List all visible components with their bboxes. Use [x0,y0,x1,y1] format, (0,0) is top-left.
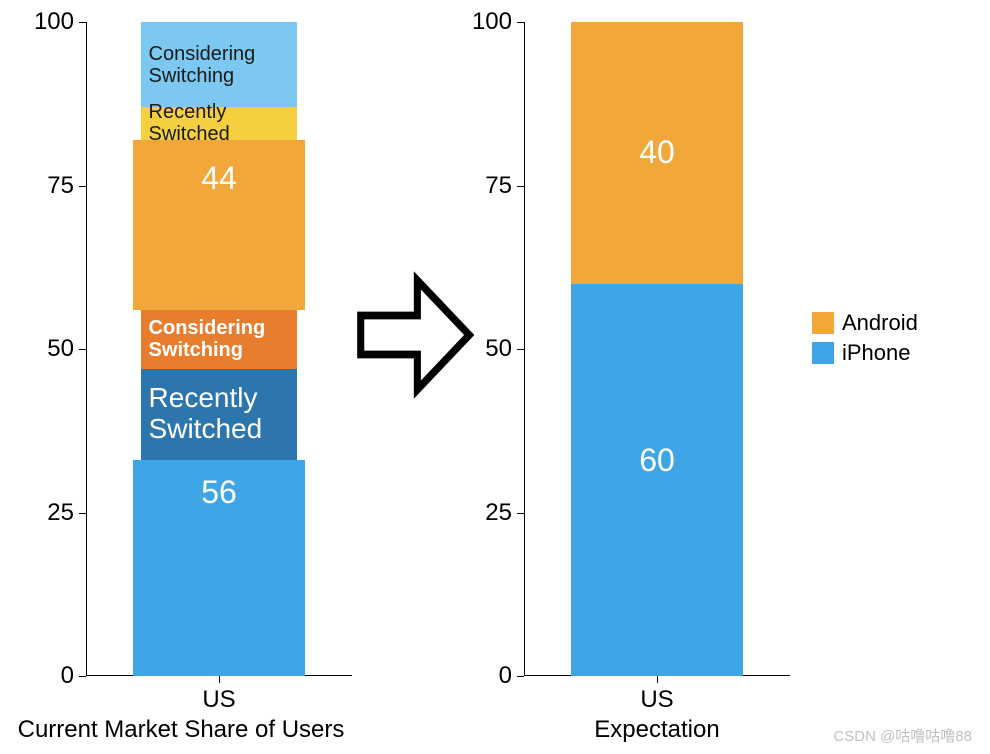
y-tick-label: 50 [485,335,512,363]
left-x-category: US [86,686,352,714]
left-chart-title: Current Market Share of Users [0,716,362,744]
y-tick-label: 100 [34,8,74,36]
segment-label: Considering Switching [149,43,256,87]
legend-item-android: Android [812,310,918,336]
y-tick [517,349,524,350]
segment-label: Considering Switching [149,317,266,361]
arrow-icon [356,270,474,400]
y-tick [79,349,86,350]
segment-label: 60 [571,443,744,478]
y-tick [517,676,524,677]
y-tick-label: 25 [485,499,512,527]
y-tick [79,513,86,514]
y-tick-label: 25 [47,499,74,527]
y-axis-line [524,22,525,676]
y-tick-label: 100 [472,8,512,36]
segment-label: Recently Switched [149,101,230,145]
segment-label: 40 [571,135,744,170]
watermark-text: CSDN @咕噜咕噜88 [833,725,972,746]
bar-segment-iphone [571,284,744,676]
legend-label: iPhone [842,340,911,366]
legend-item-iphone: iPhone [812,340,918,366]
segment-label: 44 [133,161,306,196]
segment-label: 56 [133,475,306,510]
right-chart-plot: 60 40 [524,22,790,676]
y-tick-label: 0 [499,662,512,690]
y-axis-line [86,22,87,676]
y-tick [517,22,524,23]
left-chart-plot: 56 Recently Switched Considering Switching… [86,22,352,676]
y-tick-label: 0 [61,662,74,690]
y-tick-label: 75 [485,172,512,200]
y-tick [79,676,86,677]
x-tick [657,676,658,683]
segment-label: Recently Switched [149,383,263,445]
legend-label: Android [842,310,918,336]
legend-swatch [812,342,834,364]
y-tick-label: 50 [47,335,74,363]
y-tick [79,186,86,187]
right-x-category: US [524,686,790,714]
right-chart-title: Expectation [524,716,790,744]
x-tick [219,676,220,683]
y-tick [517,513,524,514]
legend: Android iPhone [812,310,918,370]
legend-swatch [812,312,834,334]
y-tick [79,22,86,23]
y-tick-label: 75 [47,172,74,200]
y-tick [517,186,524,187]
